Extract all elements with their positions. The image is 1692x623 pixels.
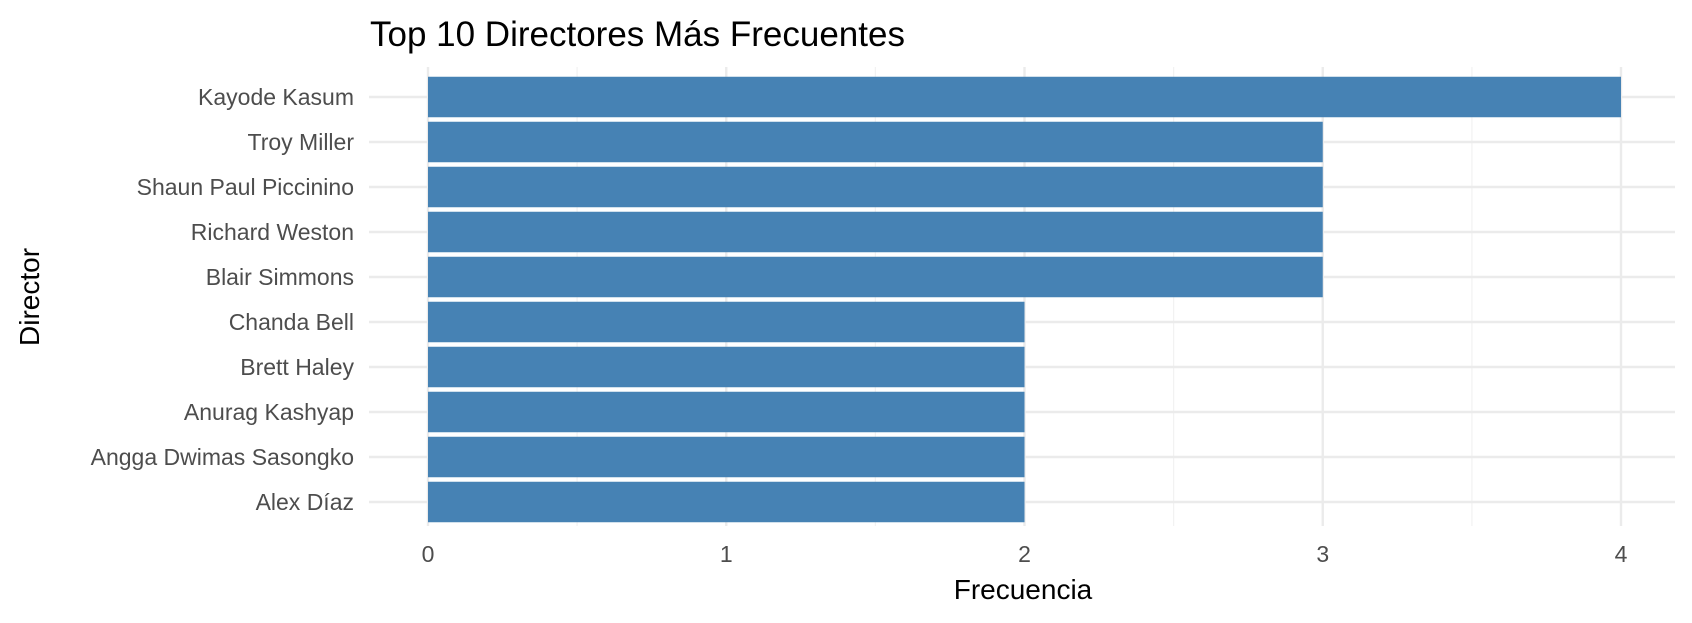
bars <box>428 76 1621 523</box>
x-tick-label: 4 <box>1615 541 1628 567</box>
category-label: Kayode Kasum <box>198 84 354 110</box>
chart-title: Top 10 Directores Más Frecuentes <box>370 15 905 54</box>
x-axis-title: Frecuencia <box>954 574 1093 605</box>
bar <box>428 256 1323 298</box>
x-tick-label: 0 <box>422 541 435 567</box>
category-label: Alex Díaz <box>256 489 354 515</box>
category-label: Angga Dwimas Sasongko <box>91 444 354 470</box>
x-tick-labels: 0 1 2 3 4 <box>422 541 1628 567</box>
x-tick-label: 1 <box>720 541 733 567</box>
bar <box>428 301 1025 343</box>
x-tick-label: 3 <box>1316 541 1329 567</box>
bar <box>428 76 1621 118</box>
bar <box>428 436 1025 478</box>
category-labels: Kayode Kasum Troy Miller Shaun Paul Piccin… <box>91 84 355 515</box>
bar <box>428 391 1025 433</box>
bar <box>428 121 1323 163</box>
bar <box>428 481 1025 523</box>
bar <box>428 346 1025 388</box>
category-label: Blair Simmons <box>206 264 354 290</box>
category-label: Shaun Paul Piccinino <box>137 174 354 200</box>
bar <box>428 166 1323 208</box>
category-label: Brett Haley <box>240 354 354 380</box>
y-axis-title: Director <box>14 248 45 346</box>
category-label: Troy Miller <box>248 129 355 155</box>
category-label: Anurag Kashyap <box>184 399 354 425</box>
category-label: Richard Weston <box>191 219 354 245</box>
category-label: Chanda Bell <box>229 309 354 335</box>
bar <box>428 211 1323 253</box>
x-tick-label: 2 <box>1018 541 1031 567</box>
